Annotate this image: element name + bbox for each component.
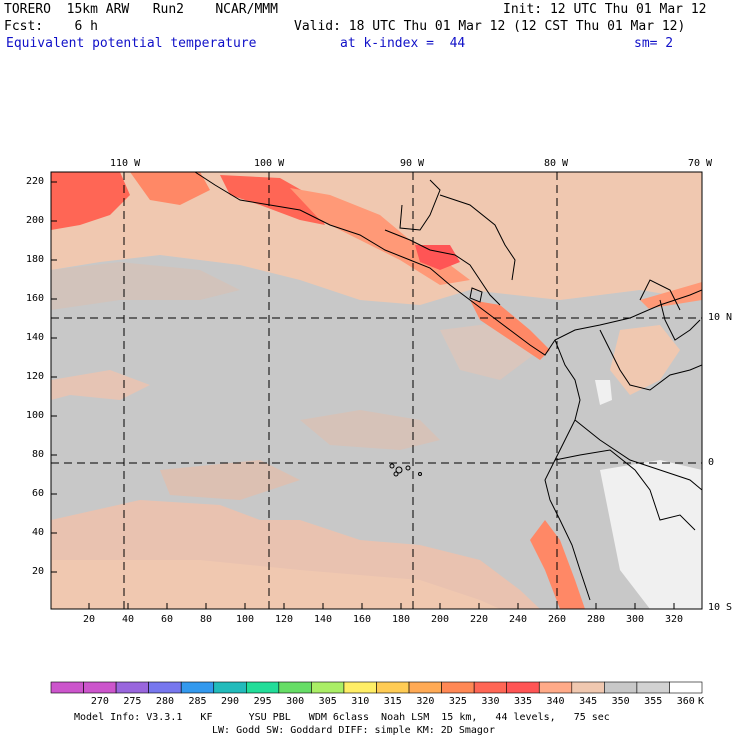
field-name: Equivalent potential temperature: [6, 36, 257, 51]
colorbar-swatch: [506, 681, 540, 694]
x-tick-label: 200: [431, 614, 450, 625]
y-tick-label: 80: [32, 449, 45, 460]
y-tick-label: 40: [32, 527, 45, 538]
colorbar-swatch: [538, 681, 573, 694]
lon-label-70w: 70 W: [688, 158, 713, 169]
x-tick-label: 20: [83, 614, 96, 625]
colorbar-label: 360: [676, 696, 695, 707]
model-title: TORERO 15km ARW Run2 NCAR/MMM: [4, 2, 278, 17]
y-tick-label: 140: [26, 332, 45, 343]
colorbar-label: 330: [481, 696, 500, 707]
x-tick-label: 120: [275, 614, 294, 625]
colorbar-swatch: [83, 681, 117, 694]
colorbar-swatch: [278, 681, 312, 694]
colorbar-label: 305: [318, 696, 337, 707]
x-tick-label: 100: [236, 614, 255, 625]
colorbar-label: 335: [513, 696, 533, 707]
coastlines: [194, 172, 702, 601]
colorbar-swatch: [343, 681, 377, 694]
colorbar-swatch: [636, 681, 670, 694]
y-tick-label: 60: [32, 488, 45, 499]
y-tick-label: 100: [26, 410, 45, 421]
x-tick-label: 60: [161, 614, 174, 625]
x-tick-label: 160: [353, 614, 372, 625]
x-tick-label: 40: [122, 614, 135, 625]
lat-label-10n: 10 N: [708, 312, 733, 323]
smoothing-label: sm= 2: [634, 36, 674, 51]
colorbar-label: 345: [579, 696, 598, 707]
lon-label-90w: 90 W: [400, 158, 425, 169]
x-tick-label: 260: [548, 614, 567, 625]
y-tick-label: 20: [32, 566, 45, 577]
model-info: Model Info: V3.3.1 KF YSU PBL WDM 6class…: [74, 712, 610, 723]
colorbar-swatch: [408, 681, 442, 694]
colorbar-swatch: [246, 681, 280, 694]
graticule: [51, 172, 702, 609]
x-tick-label: 140: [314, 614, 333, 625]
lat-label-10s: 10 S: [708, 602, 733, 613]
colorbar-swatch: [441, 681, 475, 694]
x-tick-label: 80: [200, 614, 213, 625]
colorbar-label: 285: [188, 696, 207, 707]
colorbar-swatch: [473, 681, 507, 694]
colorbar-swatch: [604, 681, 638, 694]
colorbar-label: 280: [155, 696, 174, 707]
y-tick-label: 120: [26, 371, 45, 382]
colorbar-swatch: [180, 681, 215, 694]
colorbar-label: 295: [253, 696, 272, 707]
y-tick-label: 160: [26, 293, 45, 304]
colorbar-label: 275: [123, 696, 142, 707]
x-tick-label: 300: [626, 614, 645, 625]
x-axis-ticks: [88, 603, 675, 609]
y-tick-label: 220: [26, 176, 45, 187]
y-tick-label: 200: [26, 215, 45, 226]
theta-e-field: [51, 172, 702, 609]
colorbar-label: 340: [546, 696, 565, 707]
lon-label-110w: 110 W: [110, 158, 141, 169]
x-tick-label: 280: [587, 614, 606, 625]
colorbar-swatch: [148, 681, 182, 694]
colorbar: [50, 681, 703, 694]
colorbar-label: 320: [416, 696, 435, 707]
colorbar-label: 310: [351, 696, 370, 707]
y-tick-label: 180: [26, 254, 45, 265]
x-tick-label: 220: [470, 614, 489, 625]
level-label: at k-index = 44: [340, 36, 466, 51]
colorbar-label: 290: [221, 696, 240, 707]
colorbar-unit: K: [698, 696, 705, 707]
colorbar-swatch: [213, 681, 247, 694]
map-frame: [50, 171, 703, 610]
physics-info: LW: Godd SW: Goddard DIFF: simple KM: 2D…: [212, 725, 495, 736]
init-time: Init: 12 UTC Thu 01 Mar 12: [503, 2, 707, 17]
lat-label-0: 0: [708, 457, 715, 468]
colorbar-swatch: [311, 681, 345, 694]
colorbar-swatch: [50, 681, 84, 694]
y-axis-ticks: [51, 181, 57, 573]
forecast-hour: Fcst: 6 h: [4, 19, 98, 34]
colorbar-swatch: [376, 681, 410, 694]
x-tick-label: 240: [509, 614, 528, 625]
colorbar-swatch: [669, 681, 703, 694]
colorbar-label: 300: [286, 696, 305, 707]
colorbar-label: 325: [448, 696, 467, 707]
lon-label-100w: 100 W: [254, 158, 285, 169]
colorbar-label: 270: [90, 696, 109, 707]
colorbar-label: 355: [644, 696, 663, 707]
x-tick-label: 320: [665, 614, 684, 625]
colorbar-swatch: [571, 681, 605, 694]
x-tick-label: 180: [392, 614, 411, 625]
colorbar-label: 350: [611, 696, 630, 707]
colorbar-label: 315: [383, 696, 402, 707]
colorbar-swatch: [115, 681, 149, 694]
lon-label-80w: 80 W: [544, 158, 569, 169]
valid-time: Valid: 18 UTC Thu 01 Mar 12 (12 CST Thu …: [294, 19, 686, 34]
